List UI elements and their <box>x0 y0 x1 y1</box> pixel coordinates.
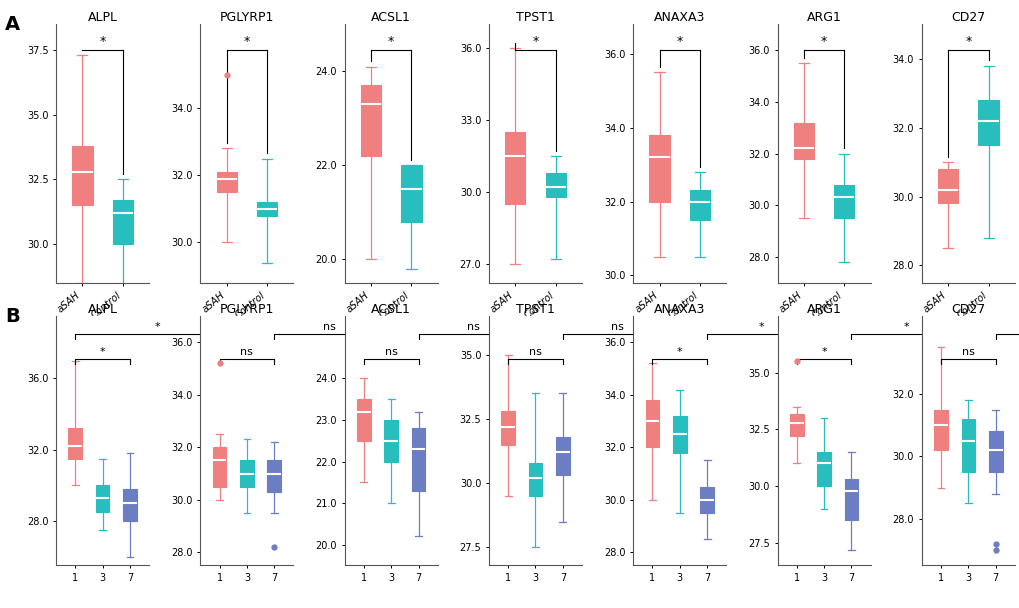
PathPatch shape <box>700 487 713 513</box>
Text: *: * <box>820 347 826 358</box>
PathPatch shape <box>239 460 254 487</box>
Text: ns: ns <box>467 322 479 333</box>
Text: *: * <box>387 35 394 47</box>
PathPatch shape <box>216 172 236 192</box>
PathPatch shape <box>793 123 813 159</box>
Text: *: * <box>903 322 908 333</box>
Title: ACSL1: ACSL1 <box>371 303 411 316</box>
Text: *: * <box>155 322 160 333</box>
PathPatch shape <box>96 485 109 512</box>
Text: B: B <box>5 307 19 326</box>
Text: A: A <box>5 15 20 34</box>
Title: TPST1: TPST1 <box>516 12 554 24</box>
PathPatch shape <box>504 132 525 204</box>
PathPatch shape <box>789 413 803 437</box>
PathPatch shape <box>645 400 658 447</box>
Text: ns: ns <box>322 322 335 333</box>
PathPatch shape <box>545 173 566 196</box>
Title: TPST1: TPST1 <box>516 303 554 316</box>
Title: ANAXA3: ANAXA3 <box>653 12 705 24</box>
PathPatch shape <box>361 85 381 156</box>
Title: PGLYRP1: PGLYRP1 <box>219 12 274 24</box>
Text: ns: ns <box>961 347 974 358</box>
PathPatch shape <box>555 437 570 475</box>
PathPatch shape <box>977 100 998 145</box>
Text: *: * <box>758 322 764 333</box>
Text: *: * <box>100 35 106 47</box>
Text: *: * <box>532 35 538 47</box>
Text: *: * <box>676 35 683 47</box>
PathPatch shape <box>528 463 542 496</box>
PathPatch shape <box>816 452 830 486</box>
Title: ARG1: ARG1 <box>806 12 841 24</box>
Text: ns: ns <box>610 322 624 333</box>
PathPatch shape <box>937 169 957 204</box>
Text: *: * <box>244 35 250 47</box>
PathPatch shape <box>834 185 854 218</box>
Title: PGLYRP1: PGLYRP1 <box>219 303 274 316</box>
PathPatch shape <box>400 165 421 222</box>
PathPatch shape <box>123 489 137 521</box>
Text: *: * <box>100 347 105 358</box>
Text: ns: ns <box>529 347 541 358</box>
Text: *: * <box>964 35 970 47</box>
Text: ns: ns <box>240 347 253 358</box>
PathPatch shape <box>933 410 947 450</box>
Title: ACSL1: ACSL1 <box>371 12 411 24</box>
PathPatch shape <box>412 428 425 491</box>
Title: ALPL: ALPL <box>88 303 117 316</box>
Title: ANAXA3: ANAXA3 <box>653 303 705 316</box>
PathPatch shape <box>384 420 397 461</box>
PathPatch shape <box>72 146 93 206</box>
PathPatch shape <box>844 479 857 520</box>
Title: ALPL: ALPL <box>88 12 117 24</box>
PathPatch shape <box>961 419 974 472</box>
PathPatch shape <box>649 135 669 201</box>
PathPatch shape <box>988 432 1002 472</box>
PathPatch shape <box>689 190 709 220</box>
PathPatch shape <box>500 411 515 444</box>
PathPatch shape <box>257 202 277 216</box>
Text: *: * <box>677 347 682 358</box>
PathPatch shape <box>113 200 132 244</box>
Text: *: * <box>820 35 826 47</box>
Title: ARG1: ARG1 <box>806 303 841 316</box>
Text: ns: ns <box>384 347 397 358</box>
PathPatch shape <box>357 399 370 441</box>
PathPatch shape <box>213 447 226 487</box>
PathPatch shape <box>673 416 686 452</box>
Title: CD27: CD27 <box>951 12 984 24</box>
PathPatch shape <box>68 428 82 458</box>
PathPatch shape <box>267 460 281 492</box>
Title: CD27: CD27 <box>951 303 984 316</box>
